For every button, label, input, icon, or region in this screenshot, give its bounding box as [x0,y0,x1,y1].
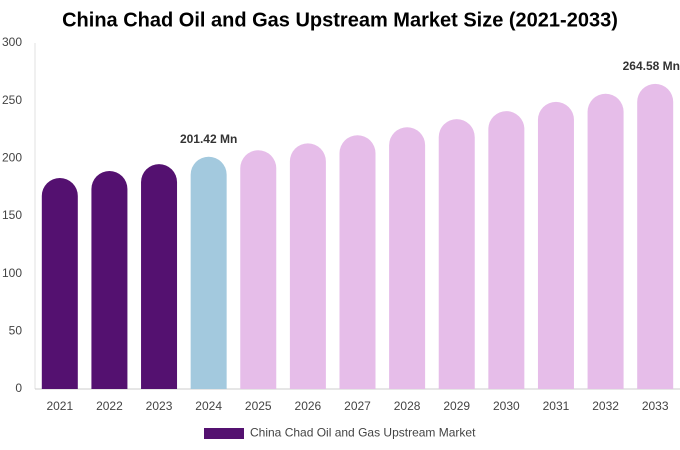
y-tick-label: 50 [9,324,23,338]
bar [240,150,277,389]
bar [339,135,376,389]
x-tick-label: 2026 [295,399,322,413]
x-tick-label: 2027 [344,399,371,413]
bar [637,83,674,389]
x-tick-label: 2028 [394,399,421,413]
bar [537,101,574,389]
y-tick-label: 100 [2,266,22,280]
value-label: 201.42 Mn [180,132,237,146]
y-tick-label: 200 [2,151,22,165]
x-tick-label: 2032 [592,399,619,413]
bar [389,127,426,390]
legend-label: China Chad Oil and Gas Upstream Market [250,426,476,440]
y-tick-label: 300 [2,35,22,49]
legend-swatch [204,428,244,439]
value-label: 264.58 Mn [623,59,680,73]
x-tick-label: 2031 [543,399,570,413]
bar [41,177,78,389]
y-tick-label: 150 [2,208,22,222]
x-tick-label: 2025 [245,399,272,413]
x-tick-label: 2029 [443,399,470,413]
bar [289,143,326,389]
bar [141,164,178,389]
x-tick-label: 2033 [642,399,669,413]
bar [190,156,227,389]
y-tick-label: 0 [15,381,22,395]
x-tick-label: 2023 [146,399,173,413]
x-tick-label: 2024 [195,399,222,413]
bar [91,171,128,389]
x-tick-label: 2021 [46,399,73,413]
chart-title: China Chad Oil and Gas Upstream Market S… [62,9,618,31]
bar [587,93,624,389]
x-tick-label: 2022 [96,399,123,413]
bar [438,119,475,389]
x-tick-label: 2030 [493,399,520,413]
y-tick-label: 250 [2,93,22,107]
bar [488,111,525,389]
